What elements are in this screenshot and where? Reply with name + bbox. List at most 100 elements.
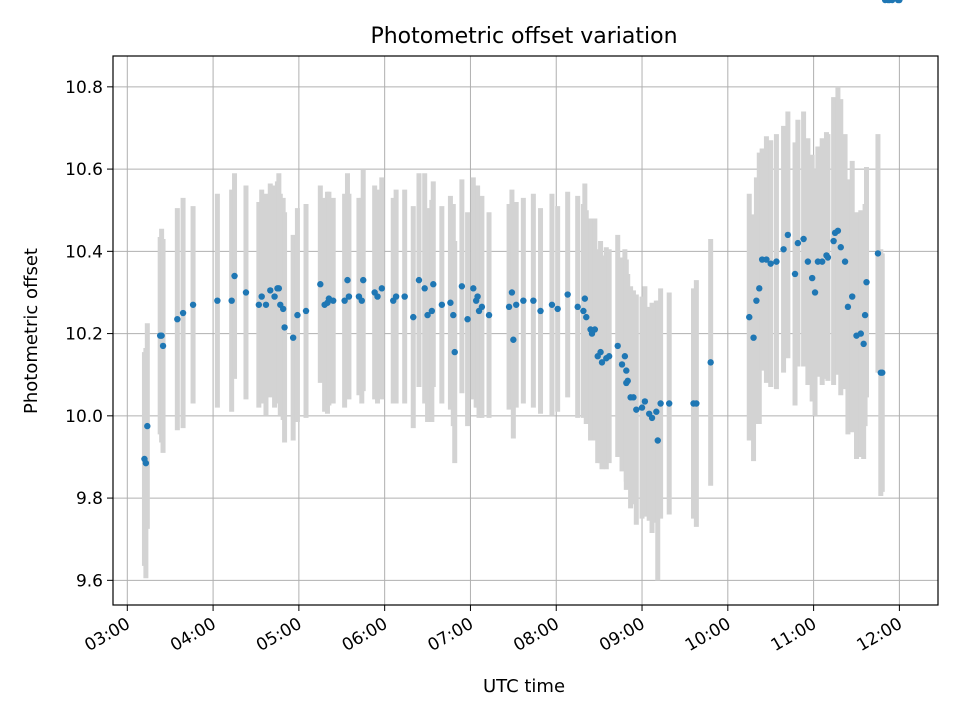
data-point — [242, 289, 250, 296]
data-point — [630, 394, 637, 401]
data-point — [537, 307, 544, 315]
data-point — [861, 311, 869, 319]
data-point — [618, 361, 626, 368]
data-point — [767, 260, 774, 267]
data-point — [345, 293, 353, 300]
data-point — [857, 330, 864, 337]
y-tick-label: 10.0 — [65, 407, 103, 427]
data-point — [574, 303, 581, 311]
data-point — [474, 293, 481, 300]
y-tick-label: 10.6 — [65, 160, 103, 180]
data-point — [447, 299, 454, 306]
data-point — [424, 311, 431, 319]
data-point — [824, 254, 832, 261]
y-tick-label: 9.8 — [76, 489, 103, 509]
data-point — [581, 295, 589, 302]
data-point — [258, 293, 265, 300]
data-point — [830, 237, 837, 245]
data-point — [665, 400, 673, 407]
data-point — [302, 307, 310, 315]
data-point — [707, 359, 714, 366]
data-point — [289, 334, 297, 341]
data-point — [378, 285, 386, 292]
data-point — [428, 307, 436, 315]
y-tick-label: 10.4 — [65, 242, 103, 262]
data-point — [623, 367, 630, 374]
data-point — [548, 301, 556, 308]
data-point — [485, 311, 493, 319]
data-point — [633, 406, 640, 413]
data-point — [158, 332, 165, 339]
data-point — [530, 297, 537, 304]
y-axis-ticks: 9.6 9.8 10.0 10.2 10.4 10.6 10.8 — [65, 78, 113, 591]
data-point — [510, 336, 517, 343]
y-tick-label: 10.8 — [65, 78, 103, 98]
y-tick-label: 9.6 — [76, 571, 103, 591]
data-point — [275, 285, 283, 292]
data-point — [392, 293, 400, 300]
data-point — [401, 293, 408, 300]
data-point — [591, 326, 599, 333]
data-point — [863, 278, 870, 286]
data-point — [780, 246, 787, 253]
data-point — [329, 297, 337, 304]
data-point — [360, 276, 367, 284]
data-point — [415, 276, 423, 284]
data-point — [841, 258, 849, 265]
data-point — [808, 274, 816, 282]
data-point — [430, 281, 437, 288]
data-point — [554, 305, 561, 313]
data-point — [657, 400, 664, 407]
data-point — [784, 231, 792, 239]
data-point — [773, 258, 780, 265]
plot-area-frame — [112, 55, 939, 606]
data-point — [464, 315, 471, 323]
data-point — [255, 301, 263, 308]
data-point — [478, 303, 486, 311]
data-point — [811, 289, 819, 296]
data-point — [860, 340, 867, 348]
data-point — [849, 293, 856, 300]
data-point — [262, 301, 270, 308]
data-point — [598, 359, 606, 366]
data-point — [879, 369, 886, 376]
data-point — [214, 297, 221, 304]
data-point — [648, 414, 656, 422]
data-point — [794, 239, 802, 247]
data-point — [614, 342, 621, 350]
data-point — [458, 283, 466, 290]
data-point — [791, 270, 799, 278]
data-point — [451, 348, 458, 356]
data-point — [597, 348, 604, 356]
y-tick-label: 10.2 — [65, 325, 103, 345]
data-point — [144, 422, 151, 430]
data-point — [179, 309, 187, 317]
data-point — [174, 315, 181, 323]
data-point — [874, 250, 882, 257]
data-point — [693, 400, 700, 407]
data-point — [470, 285, 477, 292]
data-point — [605, 353, 613, 360]
data-point — [837, 244, 844, 251]
data-point — [746, 313, 753, 321]
data-point — [638, 404, 646, 411]
data-point — [804, 258, 812, 265]
data-point — [800, 235, 807, 243]
data-point — [641, 398, 649, 405]
data-point — [624, 377, 631, 385]
data-point — [228, 297, 235, 304]
data-point — [189, 301, 197, 308]
x-axis-label: UTC time — [483, 676, 565, 697]
data-point — [421, 285, 428, 292]
data-point — [513, 301, 520, 308]
data-point — [438, 301, 446, 308]
data-point — [410, 313, 417, 321]
data-point — [231, 272, 238, 280]
data-point — [583, 313, 590, 321]
data-point — [271, 293, 278, 300]
data-point — [844, 303, 852, 311]
data-point — [279, 305, 287, 313]
data-point — [763, 256, 770, 263]
data-point — [818, 258, 826, 265]
